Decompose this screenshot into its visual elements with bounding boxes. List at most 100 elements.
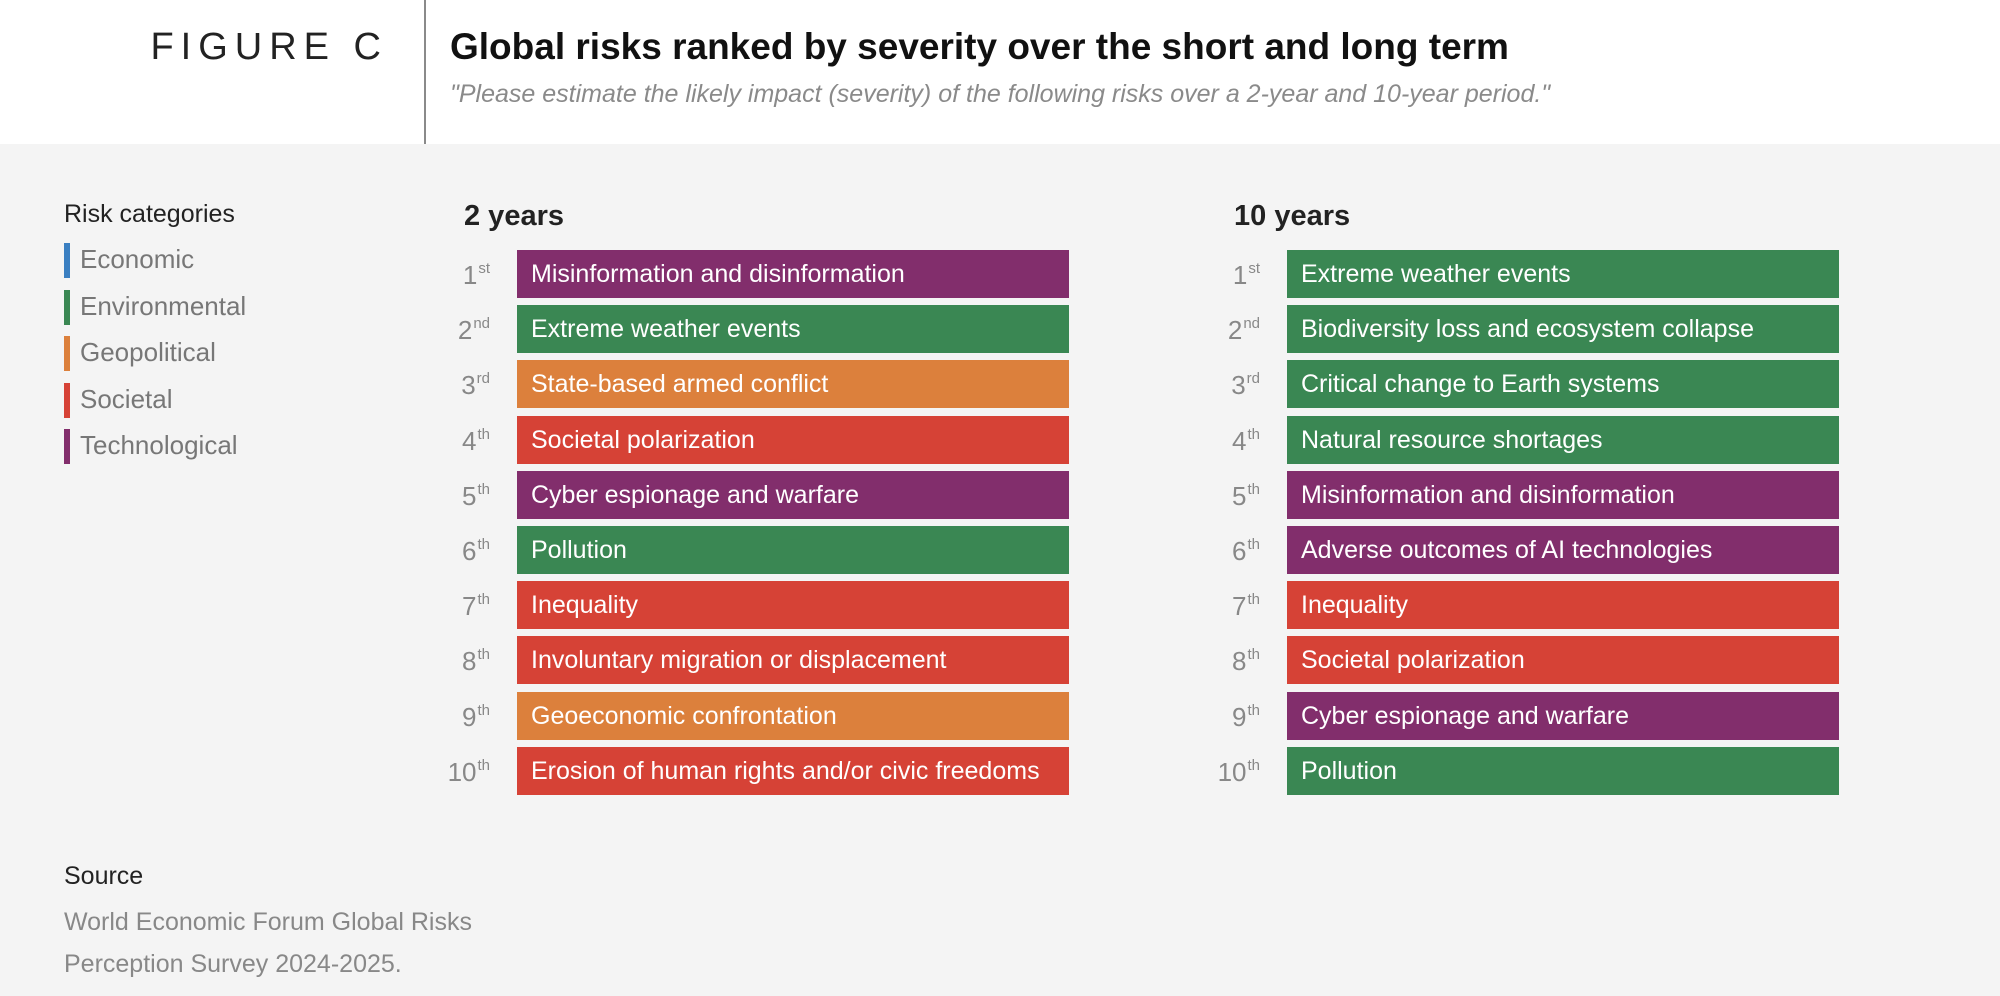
risk-label: Geoeconomic confrontation bbox=[531, 701, 837, 730]
risk-label: Misinformation and disinformation bbox=[531, 260, 905, 288]
rank-number: 2nd bbox=[1212, 315, 1260, 346]
rank-number: 10th bbox=[442, 757, 490, 788]
rank-value: 3 bbox=[461, 370, 476, 401]
rank-value: 4 bbox=[462, 425, 477, 456]
rank-number: 5th bbox=[1212, 481, 1260, 512]
legend-swatch-technological bbox=[64, 429, 70, 464]
risk-bar: Geoeconomic confrontation bbox=[517, 691, 1069, 740]
rank-value: 8 bbox=[1232, 646, 1247, 677]
rank-number: 8th bbox=[1212, 646, 1260, 677]
risk-bar: Societal polarization bbox=[517, 415, 1069, 464]
risk-bar: Natural resource shortages bbox=[1287, 415, 1839, 464]
rank-suffix: th bbox=[1247, 701, 1260, 719]
rank-suffix: th bbox=[477, 536, 490, 553]
rank-suffix: th bbox=[1247, 756, 1260, 774]
figure-header: FIGURE C Global risks ranked by severity… bbox=[0, 0, 2000, 144]
risk-bar: Extreme weather events bbox=[1287, 250, 1839, 298]
rank-number: 9th bbox=[1212, 702, 1260, 733]
risk-bar: Misinformation and disinformation bbox=[517, 250, 1069, 298]
risk-bar: Extreme weather events bbox=[517, 305, 1069, 354]
chart-title: Global risks ranked by severity over the… bbox=[450, 26, 1509, 67]
legend-title: Risk categories bbox=[64, 200, 235, 228]
rank-suffix: th bbox=[477, 701, 490, 719]
chart-subtitle: "Please estimate the likely impact (seve… bbox=[450, 80, 1551, 108]
rank-suffix: th bbox=[1247, 425, 1260, 443]
risk-label: Societal polarization bbox=[531, 425, 755, 454]
risk-label: Involuntary migration or displacement bbox=[531, 646, 947, 675]
rank-number: 9th bbox=[442, 702, 490, 733]
legend-item-economic: Economic bbox=[64, 243, 235, 278]
rank-suffix: th bbox=[477, 480, 490, 498]
panel-2-years: 2 years 1st Misinformation and disinforma… bbox=[448, 200, 1069, 795]
risk-label: Inequality bbox=[1301, 591, 1409, 620]
risk-bar: Critical change to Earth systems bbox=[1287, 360, 1839, 409]
rank-value: 7 bbox=[1232, 591, 1247, 622]
risk-label: Extreme weather events bbox=[1301, 260, 1571, 288]
rank-value: 1 bbox=[1232, 260, 1248, 290]
risk-label: State-based armed conflict bbox=[531, 370, 829, 399]
rank-number: 6th bbox=[442, 536, 490, 567]
rank-number: 5th bbox=[442, 481, 490, 512]
rank-number: 8th bbox=[442, 646, 490, 677]
risk-label: Inequality bbox=[531, 591, 639, 620]
rank-value: 3 bbox=[1231, 370, 1246, 401]
rank-suffix: rd bbox=[476, 370, 490, 388]
source-title: Source bbox=[64, 862, 144, 890]
rank-suffix: th bbox=[477, 646, 490, 664]
risk-label: Pollution bbox=[1301, 756, 1397, 785]
rank-number: 1st bbox=[442, 260, 490, 291]
risk-bar: Cyber espionage and warfare bbox=[1287, 691, 1839, 740]
rank-suffix: th bbox=[477, 756, 490, 774]
risk-bar: Cyber espionage and warfare bbox=[517, 470, 1069, 519]
rank-value: 7 bbox=[462, 591, 477, 622]
panel-10-years: 10 years 1st Extreme weather events 2nd Bio… bbox=[1218, 200, 1839, 795]
rank-value: 6 bbox=[462, 536, 477, 566]
risk-bar: Pollution bbox=[517, 526, 1069, 574]
rank-suffix: st bbox=[478, 260, 490, 277]
rank-suffix: th bbox=[1247, 646, 1260, 664]
legend-label: Economic bbox=[80, 244, 195, 274]
risk-label: Pollution bbox=[531, 536, 627, 564]
rank-value: 2 bbox=[457, 315, 473, 346]
risk-bar: Inequality bbox=[1287, 581, 1839, 630]
rank-suffix: nd bbox=[1243, 315, 1260, 333]
rank-number: 7th bbox=[442, 591, 490, 622]
risk-label: Extreme weather events bbox=[531, 315, 801, 344]
source-note: Source World Economic Forum Global Risks… bbox=[64, 862, 472, 985]
rank-value: 6 bbox=[1232, 536, 1247, 566]
rank-suffix: rd bbox=[1246, 370, 1260, 388]
rank-value: 5 bbox=[1232, 480, 1247, 511]
risk-categories-legend: Risk categories Economic Environmental G… bbox=[64, 200, 246, 476]
rank-suffix: th bbox=[477, 591, 490, 609]
rank-number: 4th bbox=[1212, 426, 1260, 457]
risk-label: Critical change to Earth systems bbox=[1301, 370, 1660, 399]
rank-value: 2 bbox=[1227, 315, 1243, 346]
rank-number: 6th bbox=[1212, 536, 1260, 567]
risk-label: Cyber espionage and warfare bbox=[1301, 701, 1629, 730]
risk-bar: Societal polarization bbox=[1287, 636, 1839, 685]
risk-bar: Involuntary migration or displacement bbox=[517, 636, 1069, 685]
risk-label: Cyber espionage and warfare bbox=[531, 480, 859, 509]
risk-label: Adverse outcomes of AI technologies bbox=[1301, 536, 1713, 564]
risk-label: Natural resource shortages bbox=[1301, 425, 1603, 454]
rank-value: 5 bbox=[462, 480, 477, 511]
rank-value: 9 bbox=[1232, 701, 1247, 732]
legend-label: Environmental bbox=[80, 290, 247, 321]
risk-label: Societal polarization bbox=[1301, 646, 1525, 675]
legend-swatch-economic bbox=[64, 243, 70, 278]
legend-swatch-geopolitical bbox=[64, 336, 70, 371]
panel-title-10-years: 10 years bbox=[1234, 200, 1351, 232]
rank-suffix: nd bbox=[473, 315, 490, 333]
legend-item-environmental: Environmental bbox=[64, 289, 246, 325]
risk-label: Erosion of human rights and/or civic fre… bbox=[531, 756, 1040, 785]
risk-bar: Adverse outcomes of AI technologies bbox=[1287, 526, 1839, 574]
rank-suffix: th bbox=[477, 425, 490, 443]
legend-swatch-societal bbox=[64, 382, 70, 418]
legend-label: Technological bbox=[80, 430, 238, 460]
panel-title-2-years: 2 years bbox=[464, 200, 564, 232]
legend-item-societal: Societal bbox=[64, 382, 235, 418]
rank-value: 10 bbox=[1217, 756, 1247, 787]
source-text: Perception Survey 2024-2025. bbox=[64, 950, 402, 978]
rank-number: 3rd bbox=[442, 370, 490, 401]
legend-item-technological: Technological bbox=[64, 429, 238, 464]
